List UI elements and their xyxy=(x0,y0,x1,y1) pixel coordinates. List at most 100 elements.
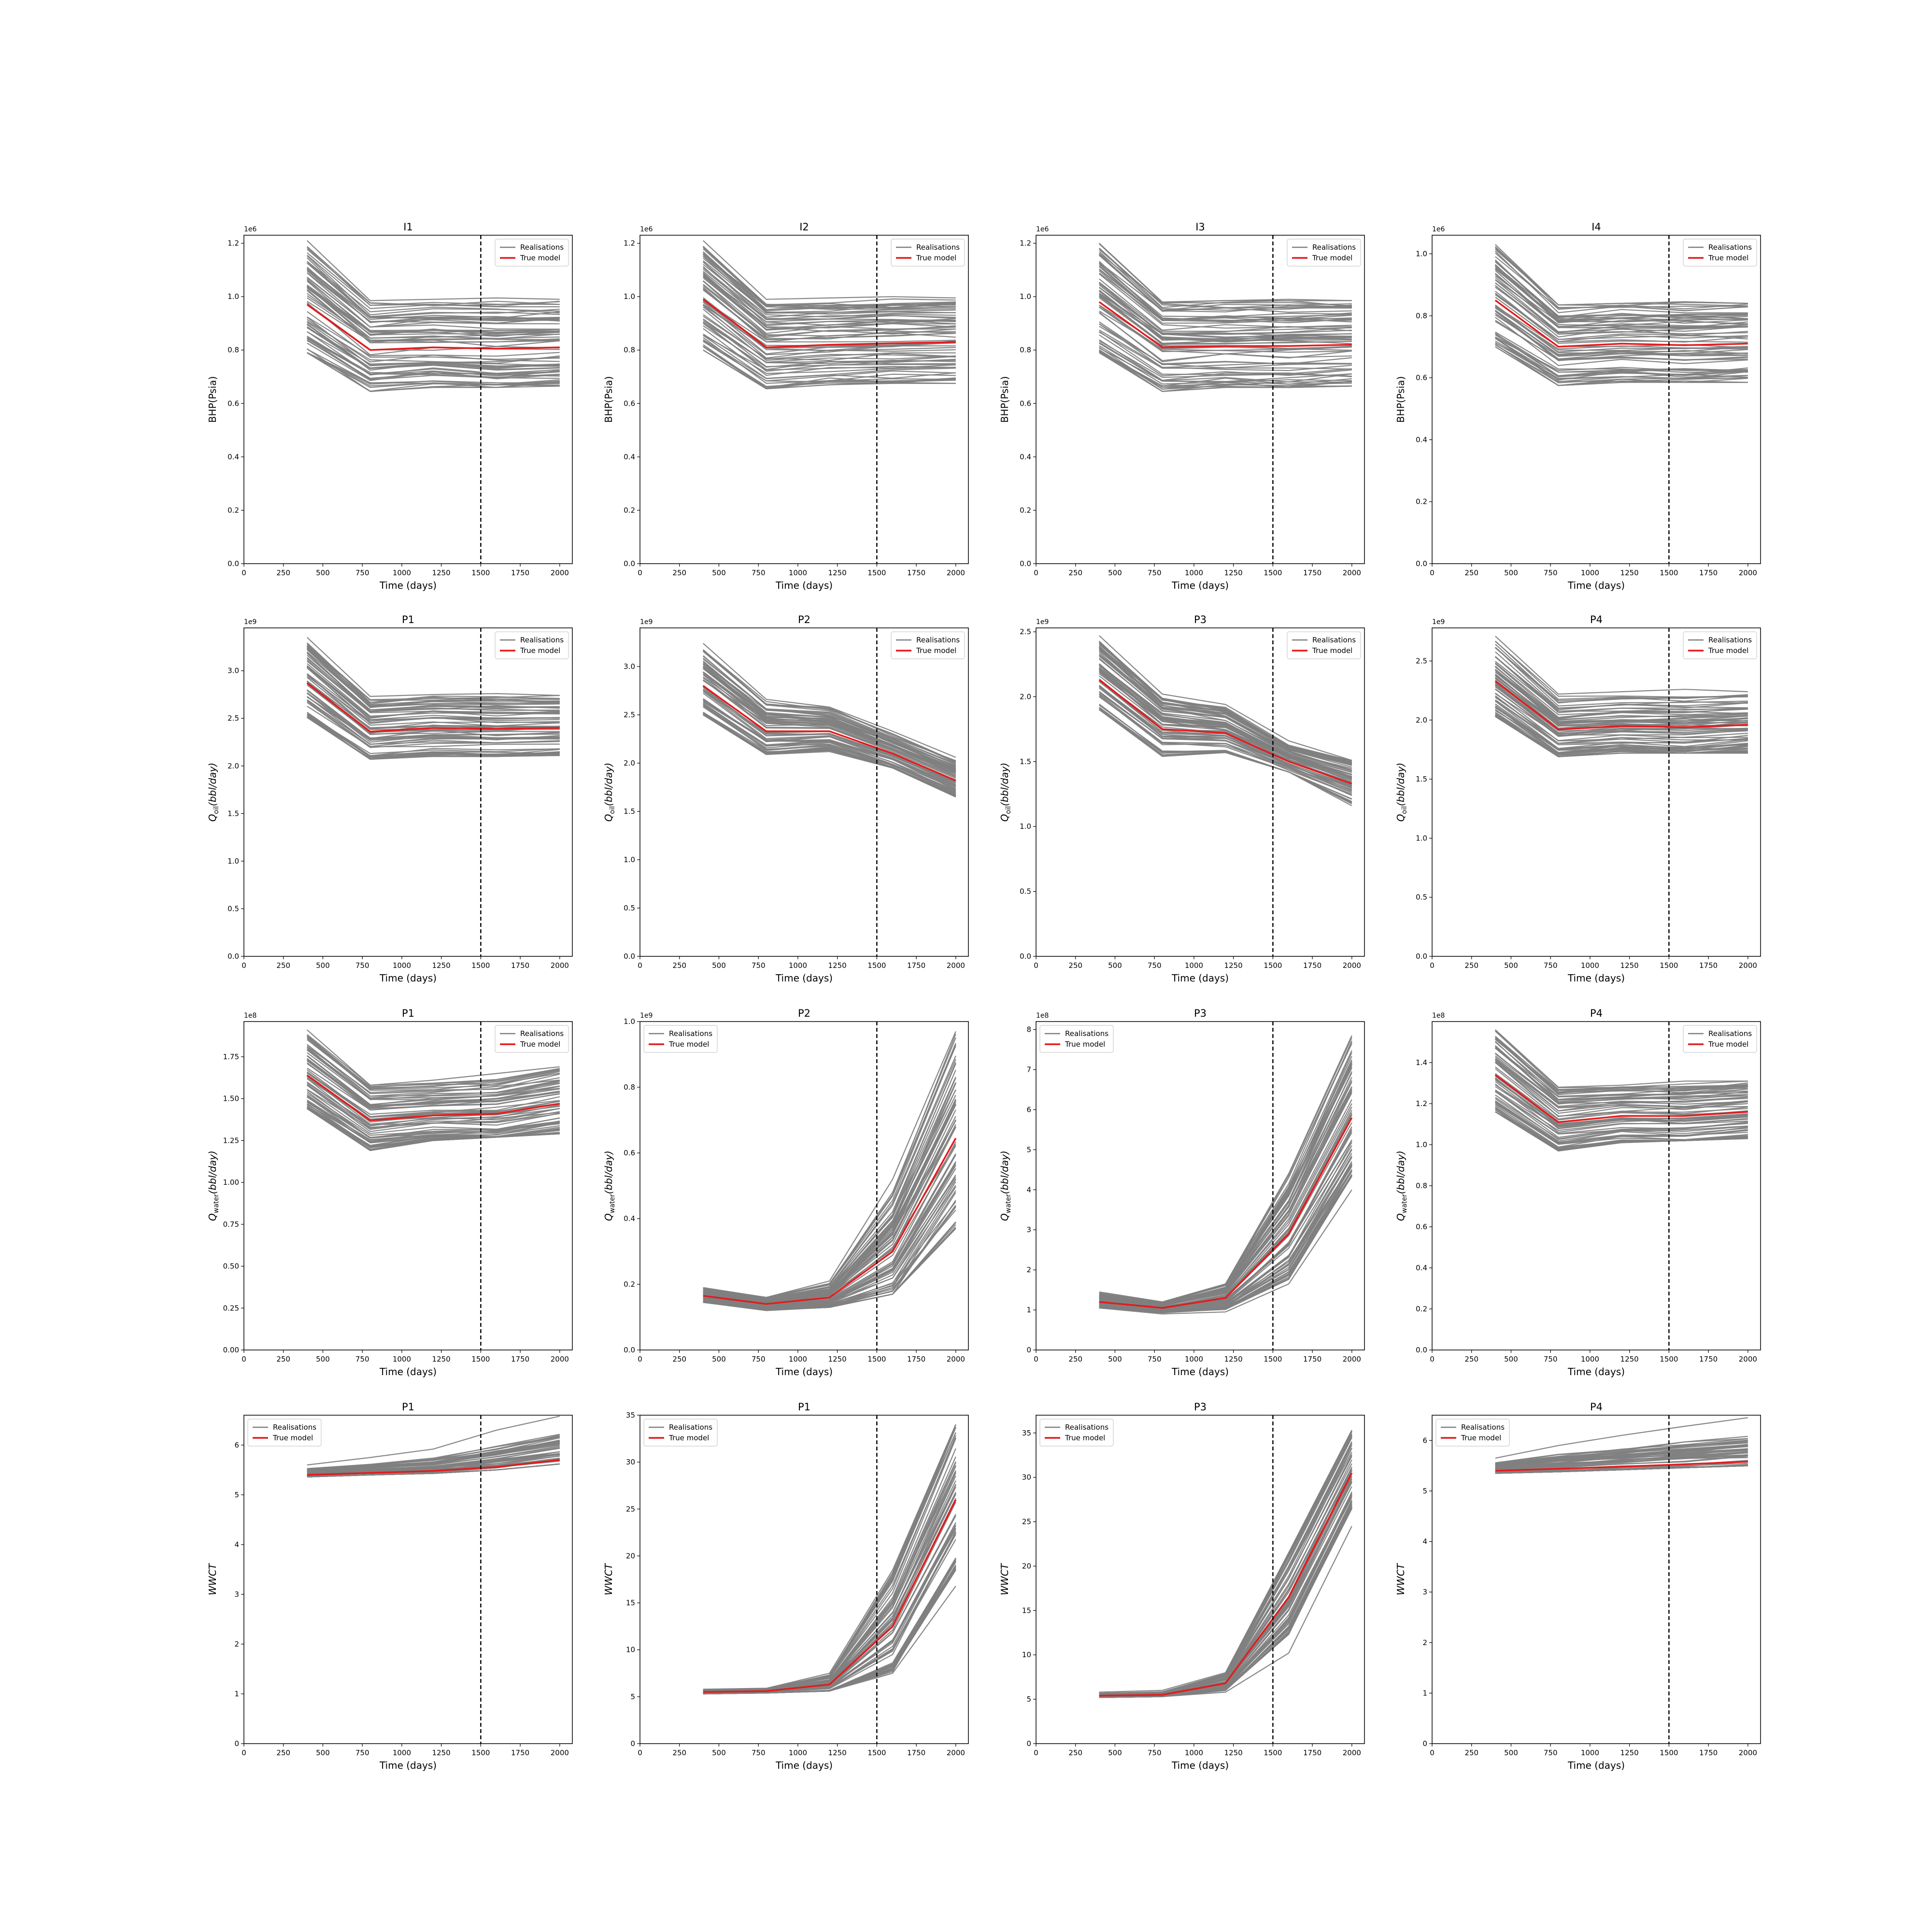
realisation-line xyxy=(1495,251,1748,313)
realisation-line xyxy=(1495,337,1748,381)
y-tick-label: 4 xyxy=(1422,1537,1427,1546)
true-model-line xyxy=(1494,299,1748,348)
y-tick-label: 0 xyxy=(1026,1739,1031,1748)
realisation-line xyxy=(703,323,956,370)
legend-true-model-label: True model xyxy=(1065,1040,1105,1049)
realisation-line xyxy=(307,300,560,347)
x-tick-label: 500 xyxy=(1108,1355,1122,1364)
realisation-line xyxy=(1495,283,1748,333)
realisation-line xyxy=(1495,703,1748,750)
realisation-line xyxy=(703,252,956,312)
legend-true-model-label: True model xyxy=(1312,254,1352,262)
realisation-line xyxy=(307,1039,560,1090)
realisation-line xyxy=(703,240,956,300)
x-tick-label: 500 xyxy=(1504,961,1518,970)
realisations-group xyxy=(307,1416,560,1477)
realisation-line xyxy=(307,713,560,754)
y-tick-label: 20 xyxy=(1022,1562,1031,1570)
realisation-line xyxy=(1495,636,1748,695)
realisation-line xyxy=(1495,685,1748,737)
realisation-line xyxy=(307,642,560,703)
realisation-line xyxy=(1099,1169,1352,1313)
realisations-group xyxy=(1495,244,1748,386)
realisation-line xyxy=(1099,709,1352,805)
realisation-line xyxy=(703,318,956,368)
x-tick-label: 1000 xyxy=(393,568,411,577)
y-tick-label: 0 xyxy=(1026,1346,1031,1354)
legend-true-model-label: True model xyxy=(272,1434,313,1442)
y-tick-label: 5 xyxy=(234,1491,239,1499)
y-tick-label: 1.0 xyxy=(624,855,635,864)
realisation-line xyxy=(1495,647,1748,704)
x-tick-label: 1500 xyxy=(867,1748,886,1757)
x-tick-label: 1500 xyxy=(1264,568,1282,577)
y-tick-label: 15 xyxy=(626,1599,635,1607)
x-tick-label: 1500 xyxy=(1660,568,1678,577)
x-tick-label: 750 xyxy=(1544,1748,1558,1757)
realisations-group xyxy=(1099,1035,1352,1315)
x-tick-label: 1000 xyxy=(393,1748,411,1757)
realisation-line xyxy=(703,1168,956,1307)
panel-title: P4 xyxy=(1590,1401,1603,1413)
y-tick-label: 0.0 xyxy=(624,952,635,961)
realisation-line xyxy=(703,335,956,371)
plot-area xyxy=(307,1415,560,1744)
y-tick-label: 1.5 xyxy=(1416,775,1427,783)
legend-realisations-label: Realisations xyxy=(1312,636,1356,644)
panel-title: I1 xyxy=(403,221,413,233)
realisation-line xyxy=(307,644,560,700)
y-tick-label: 1.5 xyxy=(624,807,635,816)
x-tick-label: 0 xyxy=(1430,1748,1435,1757)
realisation-line xyxy=(307,1416,560,1466)
x-tick-label: 250 xyxy=(672,568,686,577)
realisation-line xyxy=(703,687,956,783)
x-tick-label: 1250 xyxy=(1620,961,1639,970)
y-offset-label: 1e9 xyxy=(640,618,653,626)
y-axis-label: Qoil(bbl/day) xyxy=(207,763,220,822)
x-tick-label: 750 xyxy=(355,568,369,577)
y-offset-label: 1e6 xyxy=(244,226,257,233)
realisation-line xyxy=(703,1099,956,1302)
realisations-group xyxy=(1099,1430,1352,1698)
x-tick-label: 1000 xyxy=(393,1355,411,1364)
y-tick-label: 1.50 xyxy=(223,1094,239,1103)
x-tick-label: 0 xyxy=(242,1748,246,1757)
y-axis-label: Qoil(bbl/day) xyxy=(999,763,1012,822)
y-tick-label: 25 xyxy=(626,1505,635,1513)
y-tick-label: 2 xyxy=(1026,1265,1031,1274)
legend: Realisations True model xyxy=(1287,631,1361,659)
realisation-line xyxy=(1495,307,1748,350)
realisation-line xyxy=(1099,1174,1352,1314)
x-tick-label: 1000 xyxy=(1185,961,1203,970)
y-axis-label: BHP(Psia) xyxy=(999,376,1010,423)
true-model-line xyxy=(307,1459,560,1476)
panel-title: I4 xyxy=(1591,221,1601,233)
x-tick-label: 2000 xyxy=(1343,568,1361,577)
realisation-line xyxy=(307,352,560,388)
y-tick-label: 0 xyxy=(234,1739,239,1748)
legend: Realisations True model xyxy=(1435,1419,1510,1447)
plot-area xyxy=(1098,628,1352,956)
x-tick-label: 1000 xyxy=(1185,568,1203,577)
y-axis-label: Qwater(bbl/day) xyxy=(999,1151,1012,1221)
x-tick-label: 1750 xyxy=(1699,568,1718,577)
legend: Realisations True model xyxy=(1683,1025,1757,1053)
realisation-line xyxy=(1099,696,1352,795)
axes-frame xyxy=(243,235,573,564)
realisation-line xyxy=(1099,291,1352,342)
y-tick-label: 0.0 xyxy=(227,559,239,568)
y-tick-label: 3 xyxy=(234,1590,239,1599)
y-tick-label: 2.0 xyxy=(1020,692,1031,701)
realisation-line xyxy=(307,706,560,748)
x-tick-label: 750 xyxy=(752,1355,766,1364)
true-model-line xyxy=(1098,301,1352,348)
x-tick-label: 1500 xyxy=(471,1748,490,1757)
realisation-line xyxy=(1099,253,1352,311)
x-axis-label: Time (days) xyxy=(379,580,437,591)
realisation-line xyxy=(1495,294,1748,341)
panel-title: I3 xyxy=(1195,221,1205,233)
y-tick-label: 0.4 xyxy=(624,1214,635,1223)
x-tick-label: 1000 xyxy=(1581,961,1599,970)
realisation-line xyxy=(1099,323,1352,369)
